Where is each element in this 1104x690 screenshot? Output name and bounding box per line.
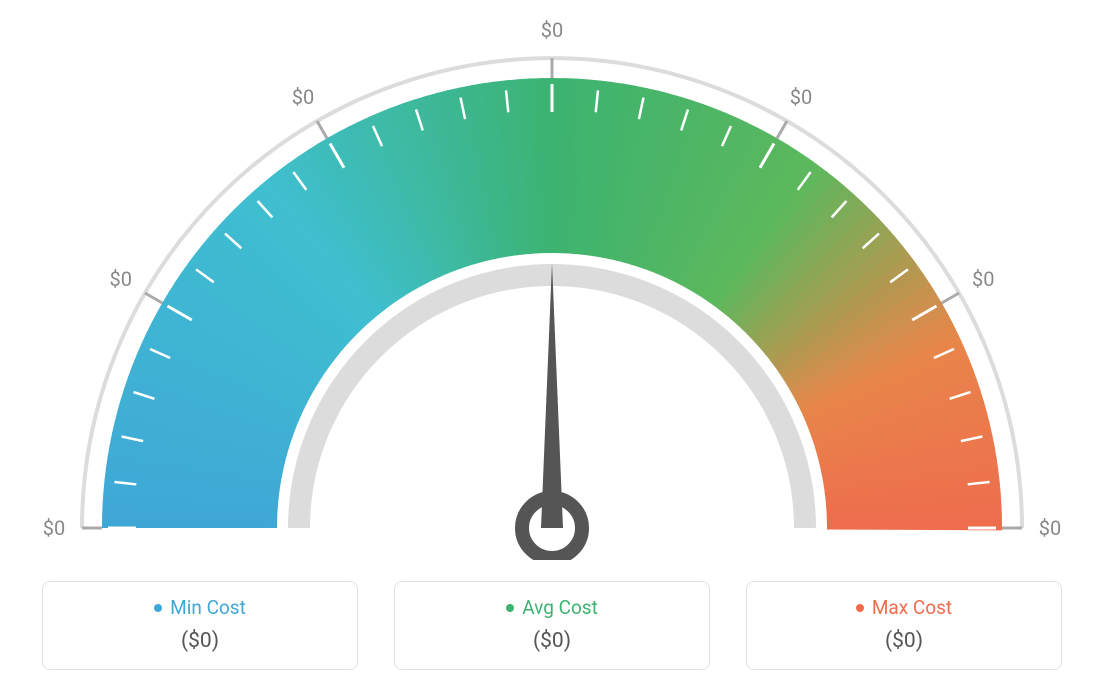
legend-title-min: Min Cost — [154, 596, 246, 619]
legend-card-avg: Avg Cost ($0) — [394, 581, 710, 670]
gauge-major-tick-outer — [942, 293, 959, 303]
gauge-tick-label: $0 — [790, 85, 812, 109]
legend-value-min: ($0) — [63, 629, 337, 653]
gauge-major-tick-outer — [317, 121, 327, 138]
gauge-tick-label: $0 — [972, 267, 994, 291]
gauge-major-tick-outer — [777, 121, 787, 138]
gauge-tick-label: $0 — [109, 267, 131, 291]
gauge-tick-label: $0 — [541, 18, 563, 42]
legend-card-min: Min Cost ($0) — [42, 581, 358, 670]
legend-row: Min Cost ($0) Avg Cost ($0) Max Cost ($0… — [42, 581, 1062, 670]
legend-value-max: ($0) — [767, 629, 1041, 653]
gauge-needle — [541, 263, 563, 528]
legend-card-max: Max Cost ($0) — [746, 581, 1062, 670]
legend-label-avg: Avg Cost — [522, 596, 598, 619]
legend-title-avg: Avg Cost — [506, 596, 598, 619]
gauge-tick-label: $0 — [292, 85, 314, 109]
legend-label-min: Min Cost — [170, 596, 246, 619]
legend-label-max: Max Cost — [872, 596, 952, 619]
gauge-container: $0$0$0$0$0$0$0 — [52, 20, 1052, 560]
gauge-tick-label: $0 — [1039, 516, 1061, 540]
legend-title-max: Max Cost — [856, 596, 952, 619]
legend-value-avg: ($0) — [415, 629, 689, 653]
gauge-major-tick-outer — [145, 293, 162, 303]
dot-icon-min — [154, 604, 162, 612]
dot-icon-max — [856, 604, 864, 612]
gauge-svg — [52, 20, 1052, 560]
dot-icon-avg — [506, 604, 514, 612]
gauge-tick-label: $0 — [43, 516, 65, 540]
